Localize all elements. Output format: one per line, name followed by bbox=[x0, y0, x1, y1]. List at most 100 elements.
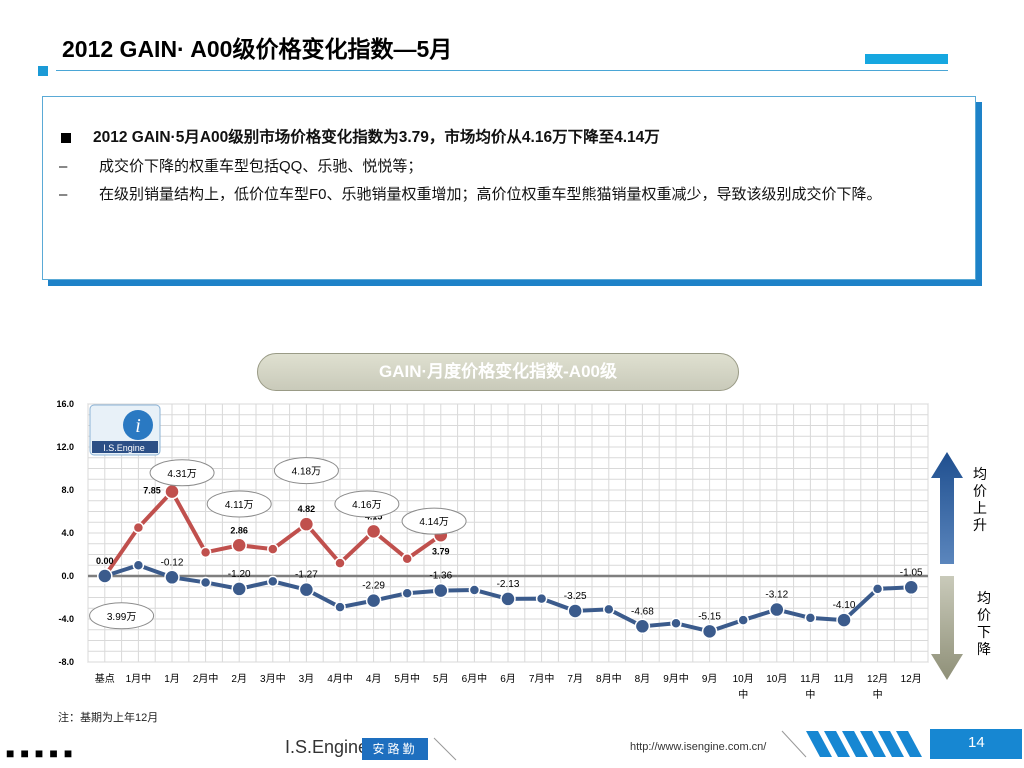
data-label: -2.29 bbox=[362, 581, 385, 592]
callout-text: 3.99万 bbox=[107, 612, 136, 623]
page-title: 2012 GAIN· A00级价格变化指数—5月 bbox=[62, 36, 453, 62]
callout-text: 4.11万 bbox=[225, 500, 254, 511]
series-point bbox=[298, 581, 315, 598]
callout-bubble bbox=[89, 602, 155, 630]
square-bullet-icon bbox=[61, 133, 71, 143]
callout-bubble bbox=[206, 490, 272, 518]
series-point bbox=[334, 557, 346, 569]
x-tick-label: 1月 bbox=[164, 673, 180, 685]
x-tick-label: 7月中 bbox=[529, 672, 555, 685]
series-point bbox=[468, 584, 481, 596]
x-tick-label: 12月中 bbox=[867, 673, 888, 701]
chart-footnote: 注：基期为上年12月 bbox=[58, 712, 159, 724]
data-label: 3.79 bbox=[432, 546, 450, 556]
x-tick-label: 11月中 bbox=[800, 673, 820, 701]
y-tick-label: 12.0 bbox=[56, 442, 74, 452]
callout-bubble bbox=[149, 459, 215, 487]
arrow-up-label: 均价上升 bbox=[973, 466, 987, 533]
x-tick-label: 9月 bbox=[702, 673, 718, 685]
data-label: -3.12 bbox=[765, 590, 788, 601]
x-tick-label: 基点 bbox=[95, 672, 115, 685]
series-point bbox=[365, 523, 382, 540]
x-tick-label: 8月 bbox=[635, 673, 651, 685]
series-point bbox=[500, 591, 516, 607]
data-label: -2.13 bbox=[497, 579, 520, 590]
series-point bbox=[267, 543, 279, 555]
callout-bubble bbox=[334, 490, 400, 518]
footer-url[interactable]: http://www.isengine.com.cn/ bbox=[630, 741, 767, 753]
y-tick-label: 8.0 bbox=[61, 485, 74, 495]
series-point bbox=[836, 612, 852, 628]
series-point bbox=[298, 516, 315, 532]
series-point bbox=[670, 617, 682, 630]
x-tick-label: 5月 bbox=[433, 673, 449, 685]
series-point bbox=[97, 568, 113, 584]
x-tick-label: 9月中 bbox=[663, 672, 689, 685]
footer-stripe-decoration bbox=[781, 730, 922, 758]
callout-text: 4.18万 bbox=[292, 467, 321, 478]
header-divider bbox=[56, 70, 948, 71]
series-point bbox=[603, 603, 615, 616]
data-label: 2.86 bbox=[230, 525, 248, 535]
x-tick-label: 7月 bbox=[567, 673, 583, 685]
chart-callouts: 3.99万 4.31万 4.11万 4.18万 4.16万 4.14万 bbox=[89, 457, 467, 630]
x-tick-label: 12月 bbox=[901, 673, 922, 685]
y-tick-label: 0.0 bbox=[61, 571, 74, 581]
series-point bbox=[634, 618, 651, 635]
callout-text: 4.31万 bbox=[167, 469, 196, 480]
chart-series bbox=[97, 483, 919, 640]
data-label: 0.00 bbox=[96, 556, 114, 566]
data-label: 7.85 bbox=[143, 486, 161, 496]
header-square-decoration bbox=[38, 66, 48, 76]
footer-brand-cn: 安路勤 bbox=[362, 738, 428, 760]
info-icon: i bbox=[135, 415, 141, 437]
series-point bbox=[804, 612, 817, 624]
series-point bbox=[164, 569, 180, 586]
chart-data-labels: 0.007.852.864.824.153.79-0.12-1.20-1.27-… bbox=[96, 486, 923, 623]
dash-icon: – bbox=[59, 186, 68, 203]
data-label: -1.05 bbox=[900, 567, 923, 578]
series-point bbox=[701, 623, 718, 640]
x-tick-label: 3月中 bbox=[260, 672, 286, 685]
y-tick-label: -4.0 bbox=[58, 614, 74, 624]
footer-brand: I.S.Engine bbox=[285, 737, 369, 757]
page-number: 14 bbox=[930, 729, 1022, 759]
data-label: -1.36 bbox=[429, 571, 452, 582]
series-point bbox=[535, 592, 548, 605]
y-tick-label: 16.0 bbox=[56, 399, 74, 409]
x-tick-label: 6月中 bbox=[462, 672, 488, 685]
isengine-logo: i I.S.Engine bbox=[89, 404, 161, 456]
logo-text: I.S.Engine bbox=[103, 443, 145, 453]
series-point bbox=[903, 579, 919, 596]
arrow-down-label: 均价下降 bbox=[977, 590, 991, 657]
data-label: -3.25 bbox=[564, 591, 587, 602]
data-label: -1.27 bbox=[295, 570, 318, 581]
series-point bbox=[769, 601, 785, 618]
callout-text: 4.16万 bbox=[352, 500, 381, 511]
chart-title: GAIN·月度价格变化指数-A00级 bbox=[257, 353, 739, 391]
footer-dots: ■■■■■ bbox=[6, 745, 79, 761]
dash-icon: – bbox=[59, 158, 68, 175]
summary-bullet-text: 2012 GAIN·5月A00级别市场价格变化指数为3.79，市场均价从4.16… bbox=[93, 129, 660, 146]
x-tick-label: 2月 bbox=[231, 673, 247, 685]
y-tick-label: 4.0 bbox=[61, 528, 74, 538]
data-label: -1.20 bbox=[228, 569, 251, 580]
series-point bbox=[199, 546, 212, 559]
x-tick-label: 6月 bbox=[500, 673, 516, 685]
x-tick-label: 2月中 bbox=[193, 672, 219, 685]
chart-grid bbox=[87, 403, 929, 663]
series-point bbox=[231, 537, 247, 554]
header-bar-decoration bbox=[865, 54, 948, 64]
data-label: -5.15 bbox=[698, 611, 721, 622]
chart-axes: 16.0 12.0 8.0 4.0 0.0 -4.0 -8.0 基点 1月中 1月 2月中 2月 3月中… bbox=[56, 399, 928, 701]
series-point bbox=[231, 581, 247, 597]
callout-bubble bbox=[273, 457, 339, 485]
callout-bubble bbox=[401, 507, 467, 535]
arrow-down-icon bbox=[931, 576, 963, 680]
series-point bbox=[567, 603, 583, 619]
x-tick-label: 4月 bbox=[366, 673, 382, 685]
x-tick-label: 10月 bbox=[766, 673, 787, 685]
data-label: -4.10 bbox=[833, 600, 856, 611]
summary-dash-item-2: – 在级别销量结构上，低价位车型F0、乐驰销量权重增加；高价位权重车型熊猫销量权… bbox=[59, 183, 955, 207]
summary-dash-item-1: – 成交价下降的权重车型包括QQ、乐驰、悦悦等； bbox=[59, 155, 955, 179]
